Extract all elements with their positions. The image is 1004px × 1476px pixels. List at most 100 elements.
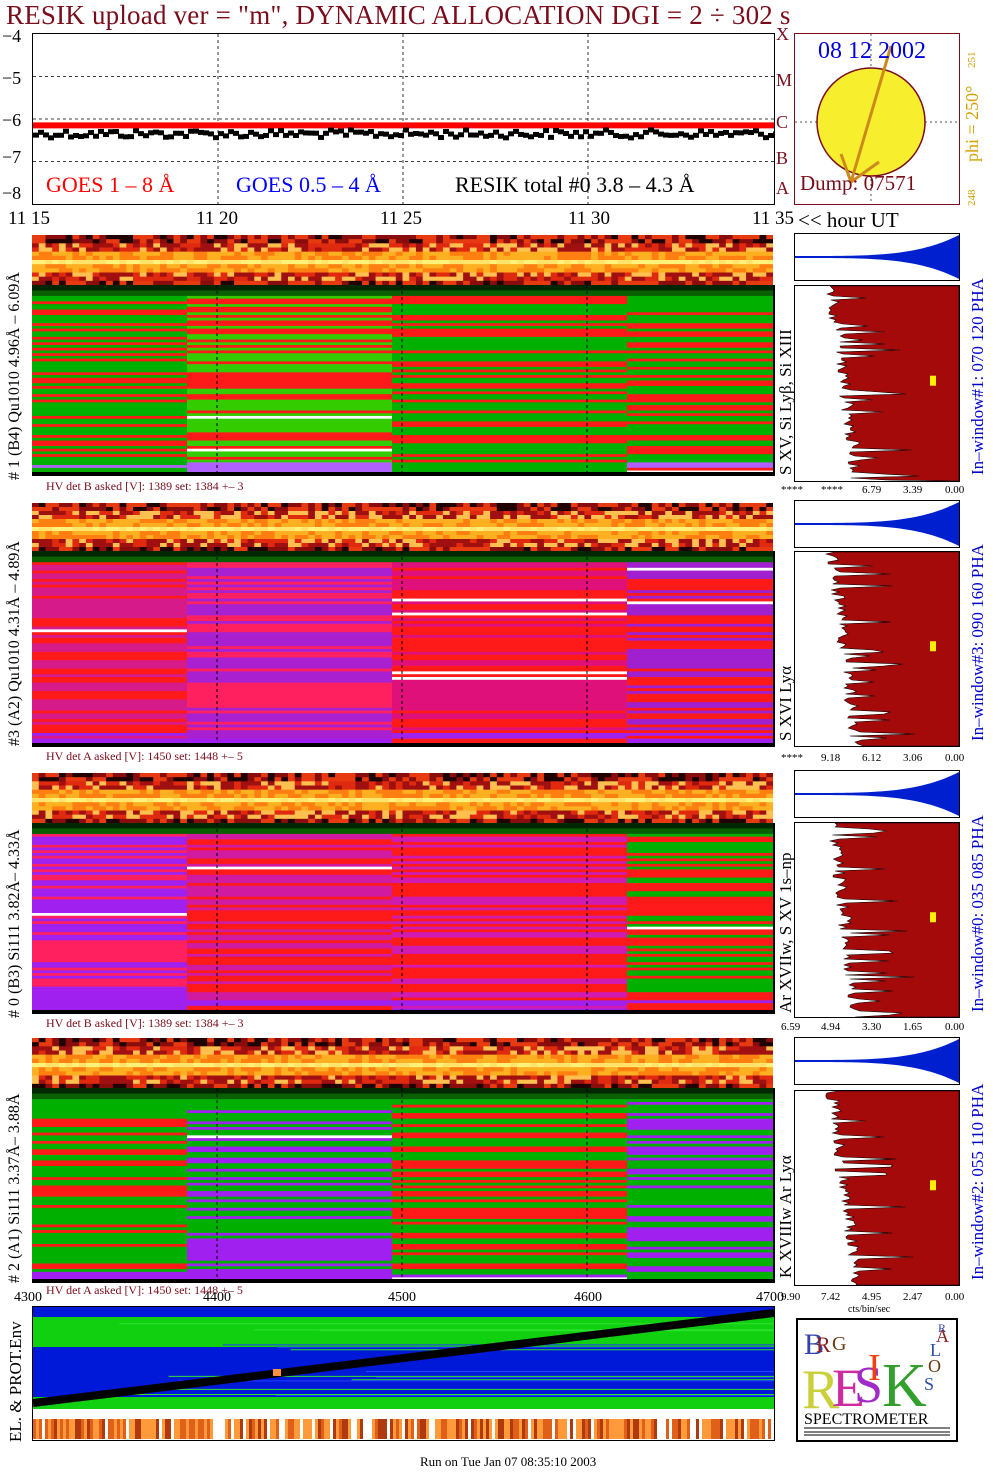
heatmap-cell bbox=[308, 547, 316, 551]
heatmap-cell bbox=[193, 255, 202, 261]
heatmap-stripe bbox=[32, 863, 187, 868]
heatmap-cell bbox=[106, 515, 114, 520]
heatmap-cell bbox=[746, 503, 754, 508]
heatmap-stripe bbox=[32, 970, 187, 974]
heatmap-cell bbox=[732, 511, 740, 516]
heatmap-cell bbox=[483, 260, 491, 265]
heatmap-stripe bbox=[187, 962, 392, 966]
heatmap-cell bbox=[759, 235, 767, 240]
heatmap-stripe bbox=[627, 668, 773, 672]
heatmap-cell bbox=[267, 523, 276, 528]
heatmap-stripe bbox=[32, 424, 187, 428]
heatmap-cell bbox=[65, 255, 74, 261]
heatmap-cell bbox=[375, 268, 383, 274]
heatmap-stripe bbox=[187, 391, 392, 395]
heatmap-cell bbox=[604, 531, 612, 536]
heatmap-cell bbox=[45, 515, 53, 520]
heatmap-stripe bbox=[627, 567, 773, 571]
heatmap-cell bbox=[133, 247, 141, 253]
heatmap-cell bbox=[274, 511, 282, 516]
heatmap-stripe bbox=[187, 730, 392, 734]
heatmap-cell bbox=[267, 773, 276, 778]
heatmap-cell bbox=[611, 523, 619, 528]
heatmap-cell bbox=[341, 793, 350, 799]
heatmap-cell bbox=[335, 239, 343, 244]
heatmap-cell bbox=[442, 810, 451, 816]
resik-point bbox=[638, 134, 644, 140]
heatmap-cell bbox=[624, 773, 633, 778]
heatmap-cell bbox=[395, 527, 404, 532]
heatmap-cell bbox=[58, 781, 67, 787]
heatmap-cell bbox=[362, 519, 370, 524]
heatmap-cell bbox=[463, 547, 471, 551]
heatmap-cell bbox=[328, 798, 336, 803]
heatmap-cell bbox=[99, 523, 107, 528]
heatmap-cell bbox=[112, 785, 121, 791]
heatmap-cell bbox=[503, 511, 511, 516]
heatmap-stripe bbox=[392, 943, 627, 947]
heatmap-stripe bbox=[392, 727, 627, 731]
heatmap-cell bbox=[537, 773, 545, 778]
heatmap-cell bbox=[604, 802, 612, 807]
heatmap-cell bbox=[274, 272, 282, 278]
heatmap-stripe bbox=[32, 366, 187, 370]
heatmap-cell bbox=[611, 264, 619, 269]
heatmap-cell bbox=[52, 531, 60, 536]
heatmap-cell bbox=[517, 519, 525, 524]
heatmap-cell bbox=[759, 802, 767, 807]
heatmap-cell bbox=[746, 531, 754, 536]
heatmap-cell bbox=[234, 802, 242, 807]
heatmap-cell bbox=[564, 531, 572, 536]
heatmap-cell bbox=[732, 235, 740, 240]
heatmap-cell bbox=[106, 793, 114, 799]
heatmap-cell bbox=[261, 535, 269, 540]
heatmap-cell bbox=[173, 511, 181, 516]
heatmap-cell bbox=[247, 264, 255, 269]
heatmap-cell bbox=[725, 793, 734, 799]
heatmap-cell bbox=[422, 276, 431, 282]
heatmap-cell bbox=[537, 798, 545, 803]
heatmap-stripe bbox=[32, 632, 187, 636]
heatmap-cell bbox=[126, 806, 134, 812]
heatmap-cell bbox=[651, 247, 660, 253]
heatmap-cell bbox=[570, 251, 579, 257]
heatmap-cell bbox=[126, 798, 134, 803]
heatmap-cell bbox=[368, 793, 377, 799]
heatmap-cell bbox=[395, 789, 404, 795]
heatmap-stripe bbox=[32, 394, 187, 398]
heatmap-cell bbox=[362, 777, 370, 782]
heatmap-cell bbox=[415, 535, 424, 540]
heatmap-cell bbox=[449, 235, 457, 240]
heatmap-cell bbox=[133, 793, 141, 799]
heatmap-cell bbox=[146, 539, 154, 544]
heatmap-cell bbox=[240, 272, 249, 278]
heatmap-cell bbox=[321, 515, 329, 520]
heatmap-cell bbox=[382, 777, 390, 782]
heatmap-cell bbox=[759, 272, 767, 278]
time-tick: 11 35 bbox=[752, 208, 795, 229]
heatmap-cell bbox=[510, 276, 518, 282]
heatmap-cell bbox=[72, 777, 80, 782]
heatmap-cell bbox=[449, 818, 457, 823]
heatmap-cell bbox=[543, 239, 552, 244]
heatmap-cell bbox=[38, 276, 47, 282]
heatmap-cell bbox=[719, 239, 727, 244]
heatmap-stripe bbox=[627, 855, 773, 859]
heatmap-cell bbox=[79, 243, 87, 249]
heatmap-cell bbox=[766, 507, 774, 512]
heatmap-cell bbox=[604, 527, 612, 532]
heatmap-cell bbox=[564, 519, 572, 524]
heatmap-cell bbox=[287, 251, 296, 257]
heatmap-cell bbox=[503, 539, 511, 544]
heatmap-cell bbox=[766, 243, 774, 249]
heatmap-cell bbox=[314, 519, 323, 524]
heatmap-cell bbox=[240, 515, 249, 520]
heatmap-cell bbox=[570, 519, 579, 524]
heatmap-cell bbox=[45, 773, 53, 778]
heatmap-cell bbox=[348, 272, 356, 278]
heatmap-cell bbox=[429, 798, 437, 803]
heatmap-stripe bbox=[627, 904, 773, 908]
heatmap-cell bbox=[308, 535, 316, 540]
heatmap-cell bbox=[537, 785, 545, 791]
heatmap-cell bbox=[503, 818, 511, 823]
